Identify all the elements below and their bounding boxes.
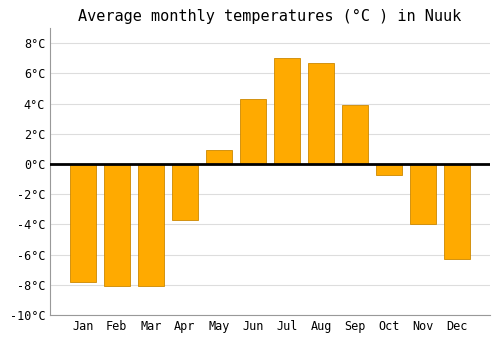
Bar [206,150,232,164]
Bar [410,164,436,224]
Bar [444,164,470,259]
Bar [172,164,198,220]
Bar [376,164,402,175]
Bar [308,63,334,164]
Bar [240,99,266,164]
Bar [342,105,368,164]
Bar [138,164,164,286]
Bar [104,164,130,286]
Bar [274,58,300,164]
Bar [70,164,96,282]
Title: Average monthly temperatures (°C ) in Nuuk: Average monthly temperatures (°C ) in Nu… [78,9,462,24]
